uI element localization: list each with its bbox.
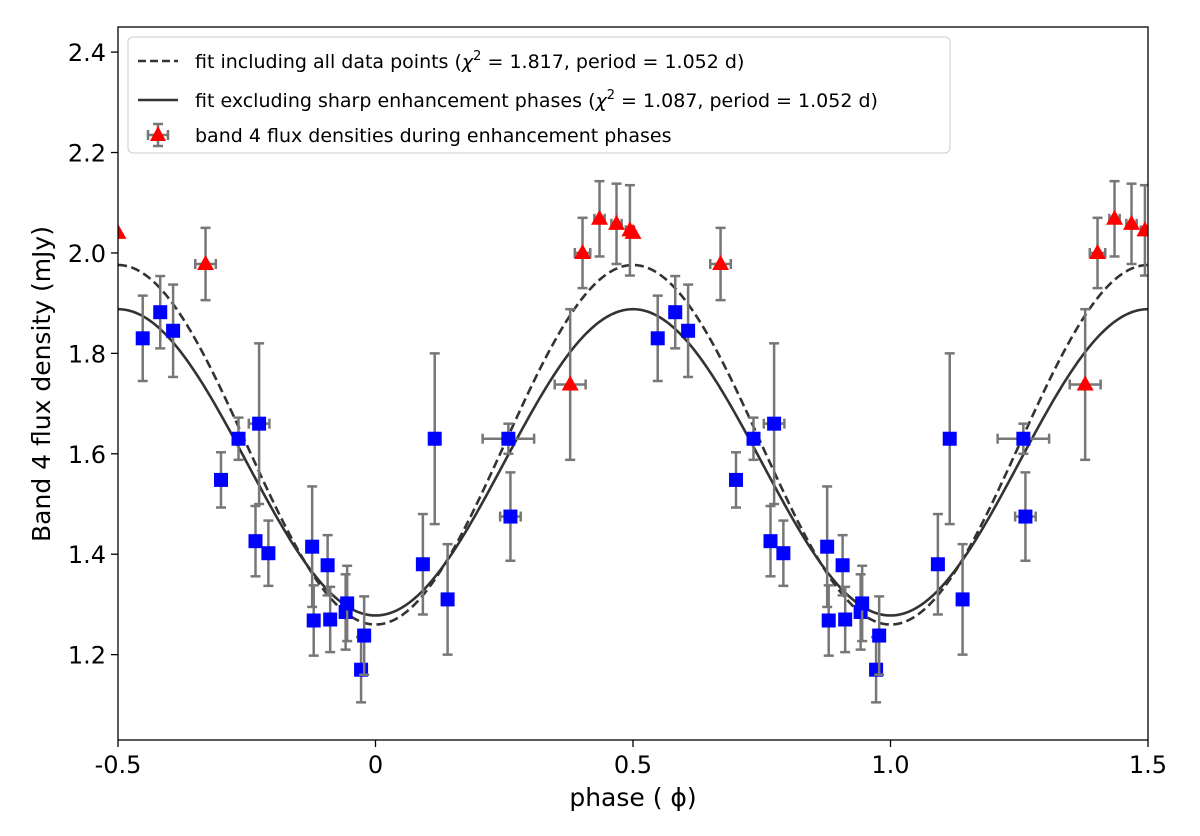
legend-superscript: 2 xyxy=(607,88,615,103)
data-point-enhancement xyxy=(194,226,218,302)
data-point-normal xyxy=(996,422,1051,456)
legend-label-all-points: fit including all data points (χ2 = 1.81… xyxy=(195,49,744,73)
plot-area xyxy=(118,179,1148,704)
y-axis-ticks: 1.2 1.4 1.6 1.8 2.0 2.2 2.4 xyxy=(68,39,118,670)
data-point-normal xyxy=(306,584,321,657)
data-point-normal xyxy=(481,422,536,456)
data-point-normal xyxy=(440,542,455,656)
x-tick-label: 1.5 xyxy=(1129,751,1167,779)
data-point-normal xyxy=(942,352,957,526)
legend-label-enhancement: band 4 flux densities during enhancement… xyxy=(195,125,671,147)
data-point-enhancement xyxy=(1088,216,1107,290)
data-point-normal xyxy=(668,274,683,350)
legend-superscript: 2 xyxy=(473,49,481,64)
y-tick-label: 1.8 xyxy=(68,340,106,368)
data-point-normal xyxy=(498,471,522,562)
legend-triangle-marker xyxy=(146,122,170,148)
y-axis-title: Band 4 flux density (mJy) xyxy=(27,226,56,542)
data-point-normal xyxy=(681,283,696,379)
data-point-enhancement xyxy=(1106,179,1124,258)
data-point-normal xyxy=(323,585,338,654)
data-point-normal xyxy=(135,294,150,383)
x-tick-label: 0 xyxy=(368,751,383,779)
data-point-enhancement xyxy=(608,182,626,266)
x-axis-ticks: -0.5 0 0.5 1.0 1.5 xyxy=(95,740,1167,779)
data-point-normal xyxy=(746,416,761,462)
data-point-normal xyxy=(1013,471,1037,562)
data-point-enhancement xyxy=(573,216,592,290)
legend-chi-symbol: χ xyxy=(461,51,474,73)
data-point-normal xyxy=(231,416,246,462)
data-point-enhancement xyxy=(624,223,642,239)
data-point-normal xyxy=(930,512,945,616)
y-tick-label: 1.6 xyxy=(68,441,106,469)
data-point-normal xyxy=(248,504,263,578)
legend-text-part: = 1.087, period = 1.052 d) xyxy=(615,90,878,112)
data-point-normal xyxy=(955,542,970,656)
data-point-normal xyxy=(415,512,430,616)
data-point-normal xyxy=(261,519,276,588)
data-point-normal xyxy=(340,564,355,643)
legend: fit including all data points (χ2 = 1.81… xyxy=(127,36,951,154)
legend-text-part: = 1.817, period = 1.052 d) xyxy=(481,51,744,73)
x-tick-label: 0.5 xyxy=(614,751,652,779)
data-point-enhancement xyxy=(118,223,127,239)
legend-text-part: fit including all data points ( xyxy=(195,51,462,73)
data-point-normal xyxy=(166,283,181,379)
data-point-normal xyxy=(729,451,743,509)
data-point-normal xyxy=(855,564,870,643)
data-point-enhancement xyxy=(1068,307,1102,462)
y-tick-label: 2.2 xyxy=(68,140,106,168)
x-tick-label: -0.5 xyxy=(95,751,142,779)
y-tick-label: 2.0 xyxy=(68,240,106,268)
data-point-normal xyxy=(247,342,271,506)
data-point-normal xyxy=(838,585,853,654)
y-tick-label: 1.4 xyxy=(68,541,106,569)
data-point-normal xyxy=(835,533,850,597)
legend-label-excluding: fit excluding sharp enhancement phases (… xyxy=(195,88,878,112)
data-point-enhancement xyxy=(1136,183,1148,277)
data-point-normal xyxy=(762,342,786,506)
data-point-normal xyxy=(763,504,778,578)
x-tick-label: 1.0 xyxy=(871,751,909,779)
fit-curve-all-points xyxy=(118,263,1148,626)
data-point-normal xyxy=(650,294,665,383)
x-axis-title: phase ( ϕ) xyxy=(569,783,696,812)
legend-box xyxy=(127,36,951,154)
data-point-normal xyxy=(305,485,320,609)
data-point-normal xyxy=(214,451,228,509)
y-tick-label: 1.2 xyxy=(68,642,106,670)
legend-chi-symbol: χ xyxy=(594,90,607,112)
data-point-normal xyxy=(776,519,791,588)
fit-curve-excluding-enhancement xyxy=(118,307,1148,617)
legend-text-part: fit excluding sharp enhancement phases ( xyxy=(195,90,595,112)
data-point-normal xyxy=(821,584,836,657)
y-tick-label: 2.4 xyxy=(68,39,106,67)
data-point-normal xyxy=(427,352,442,526)
data-point-normal xyxy=(872,595,887,676)
data-point-enhancement xyxy=(591,179,609,258)
data-point-normal xyxy=(153,274,168,350)
data-point-enhancement xyxy=(553,307,587,462)
data-point-enhancement xyxy=(709,226,733,302)
data-point-enhancement xyxy=(1123,182,1141,266)
data-point-normal xyxy=(820,485,835,609)
data-point-normal xyxy=(357,595,372,676)
